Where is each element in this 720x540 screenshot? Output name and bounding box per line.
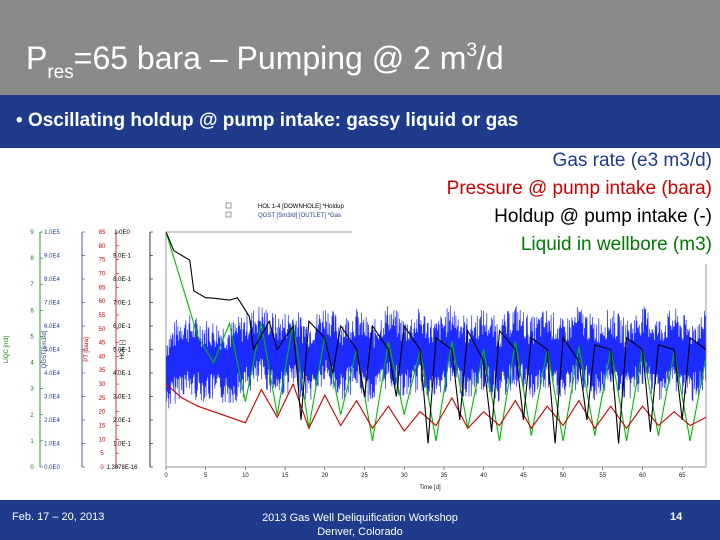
slide-title: Pres=65 bara – Pumping @ 2 m3/d	[26, 40, 504, 83]
x-axis-label: Time [d]	[419, 485, 441, 491]
y-tick-label: 6.0E4	[44, 324, 60, 330]
y-tick-label: 2.0E-1	[113, 418, 131, 424]
y-tick-label: 35	[99, 368, 106, 374]
title-end: /d	[477, 40, 504, 76]
legend-holdup: Holdup @ pump intake (-)	[494, 206, 712, 227]
y-tick-label: 0	[30, 465, 34, 471]
title-mid: =65 bara – Pumping @ 2 m	[73, 40, 467, 76]
inner-legend: HOL 1-4 [DOWNHOLE] *Holdup QGST [Sm3/d] […	[225, 202, 344, 219]
y-tick-label: 6	[30, 308, 34, 314]
y-tick-label: 1.3878E-16	[106, 465, 138, 471]
y-tick-label: 4.0E4	[44, 371, 60, 377]
title-superscript: 3	[466, 40, 478, 61]
y-tick-label: 2.0E4	[44, 418, 60, 424]
y-axis-title: LIQC [m3]	[4, 335, 10, 363]
plot-area	[165, 231, 707, 444]
y-tick-label: 1.0E4	[44, 442, 60, 448]
x-tick-label: 50	[560, 473, 567, 479]
y-tick-label: 3.0E-1	[113, 395, 131, 401]
y-tick-label: 65	[99, 285, 106, 291]
y-tick-label: 1.0E5	[44, 230, 60, 236]
y-tick-label: 9.0E-1	[113, 254, 131, 260]
x-tick-label: 30	[401, 473, 408, 479]
x-tick-label: 55	[599, 473, 606, 479]
y-tick-label: 30	[99, 382, 106, 388]
footer-bar	[0, 500, 720, 540]
y-axis-title: PT [bara]	[84, 337, 90, 362]
y-tick-label: 1.0E-1	[113, 442, 131, 448]
inner-legend-checkbox	[225, 202, 232, 209]
title-main: P	[26, 40, 48, 76]
y-tick-label: 7	[30, 282, 34, 288]
bullet-band	[0, 95, 720, 148]
bullet-text: Oscillating holdup @ pump intake: gassy …	[27, 110, 519, 131]
y-tick-label: 10	[99, 437, 106, 443]
y-axis-title: QGST[Sm3/d]	[42, 330, 48, 368]
y-tick-label: 8	[30, 256, 34, 262]
y-tick-label: 70	[99, 271, 106, 277]
y-tick-label: 40	[99, 354, 106, 360]
y-tick-label: 80	[99, 244, 106, 250]
y-tick-label: 45	[99, 341, 106, 347]
y-tick-label: 55	[99, 313, 106, 319]
x-tick-label: 10	[242, 473, 249, 479]
footer-event: 2013 Gas Well Deliquification Workshop D…	[200, 511, 520, 539]
y-tick-label: 5	[100, 451, 104, 457]
x-tick-label: 60	[639, 473, 646, 479]
x-tick-label: 45	[520, 473, 527, 479]
y-tick-label: 85	[99, 230, 106, 236]
legend-pressure: Pressure @ pump intake (bara)	[446, 178, 712, 199]
y-tick-label: 75	[99, 258, 106, 264]
y-tick-label: 1.0E0	[114, 230, 130, 236]
inner-legend-label: HOL 1-4 [DOWNHOLE] *Holdup	[258, 204, 344, 210]
y-tick-label: 20	[99, 410, 106, 416]
y-tick-label: 7.0E4	[44, 301, 60, 307]
bullet-point: • Oscillating holdup @ pump intake: gass…	[16, 110, 519, 131]
x-tick-label: 25	[361, 473, 368, 479]
y-tick-label: 6.0E-1	[113, 324, 131, 330]
y-tick-label: 3.0E4	[44, 395, 60, 401]
y-tick-label: 9	[30, 230, 34, 236]
y-tick-label: 3	[30, 387, 34, 393]
y-tick-label: 4.0E-1	[113, 371, 131, 377]
x-tick-label: 15	[282, 473, 289, 479]
x-tick-label: 35	[441, 473, 448, 479]
inner-legend-label: QGST [Sm3/d] [OUTLET] *Gas	[258, 213, 341, 219]
y-tick-label: 50	[99, 327, 106, 333]
x-tick-label: 65	[679, 473, 686, 479]
y-tick-label: 0.0E0	[44, 465, 60, 471]
y-tick-label: 4	[30, 361, 34, 367]
y-tick-label: 5.0E4	[44, 348, 60, 354]
y-tick-label: 2	[30, 413, 34, 419]
legend-box	[352, 148, 720, 264]
y-tick-label: 25	[99, 396, 106, 402]
y-tick-label: 0	[100, 465, 104, 471]
y-axis-title: HOL [-]	[120, 340, 126, 359]
y-tick-label: 7.0E-1	[113, 301, 131, 307]
x-tick-label: 0	[164, 473, 168, 479]
legend-gas-rate: Gas rate (e3 m3/d)	[552, 150, 712, 171]
inner-legend-checkbox	[225, 211, 232, 218]
y-tick-label: 1	[30, 439, 34, 445]
x-tick-label: 20	[321, 473, 328, 479]
y-tick-label: 5	[30, 334, 34, 340]
x-tick-label: 5	[204, 473, 208, 479]
title-subscript: res	[47, 62, 74, 83]
legend-liquid: Liquid in wellbore (m3)	[520, 234, 712, 255]
page-number: 14	[670, 511, 683, 523]
y-tick-label: 5.0E-1	[113, 348, 131, 354]
holdup-line	[165, 231, 707, 444]
footer-date: Feb. 17 – 20, 2013	[12, 511, 105, 523]
liquid-line	[165, 231, 707, 442]
y-tick-label: 60	[99, 299, 106, 305]
y-tick-label: 8.0E4	[44, 277, 60, 283]
footer-event-location: Denver, Colorado	[317, 526, 403, 538]
x-tick-label: 40	[480, 473, 487, 479]
y-tick-label: 9.0E4	[44, 254, 60, 260]
y-tick-label: 15	[99, 424, 106, 430]
footer-event-name: 2013 Gas Well Deliquification Workshop	[262, 512, 458, 524]
y-tick-label: 8.0E-1	[113, 277, 131, 283]
title-bar	[0, 0, 720, 95]
